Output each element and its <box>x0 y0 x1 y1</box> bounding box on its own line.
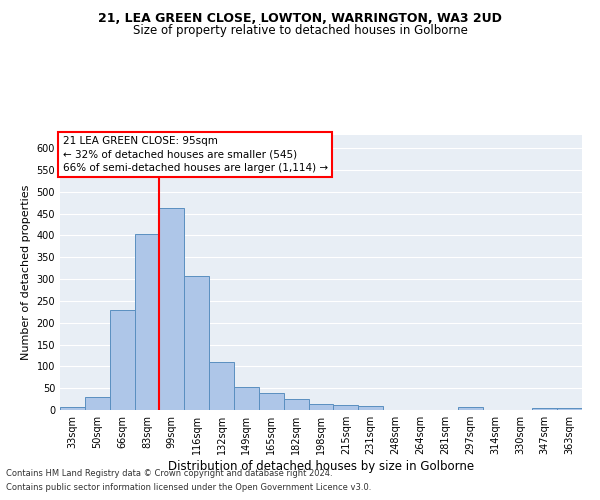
Bar <box>458 408 482 410</box>
Bar <box>209 362 234 410</box>
Text: 21 LEA GREEN CLOSE: 95sqm
← 32% of detached houses are smaller (545)
66% of semi: 21 LEA GREEN CLOSE: 95sqm ← 32% of detac… <box>62 136 328 173</box>
Text: Contains public sector information licensed under the Open Government Licence v3: Contains public sector information licen… <box>6 484 371 492</box>
Text: Size of property relative to detached houses in Golborne: Size of property relative to detached ho… <box>133 24 467 37</box>
Bar <box>334 405 358 410</box>
Bar <box>358 406 383 410</box>
Text: Contains HM Land Registry data © Crown copyright and database right 2024.: Contains HM Land Registry data © Crown c… <box>6 468 332 477</box>
Bar <box>60 408 85 410</box>
Bar <box>110 310 134 410</box>
Bar <box>160 208 184 410</box>
Bar <box>308 404 334 410</box>
Bar <box>134 234 160 410</box>
Bar <box>85 397 110 410</box>
Bar <box>532 408 557 410</box>
Bar <box>259 393 284 410</box>
Text: 21, LEA GREEN CLOSE, LOWTON, WARRINGTON, WA3 2UD: 21, LEA GREEN CLOSE, LOWTON, WARRINGTON,… <box>98 12 502 26</box>
Bar <box>234 387 259 410</box>
Bar <box>284 398 308 410</box>
X-axis label: Distribution of detached houses by size in Golborne: Distribution of detached houses by size … <box>168 460 474 473</box>
Bar <box>557 408 582 410</box>
Y-axis label: Number of detached properties: Number of detached properties <box>21 185 31 360</box>
Bar <box>184 276 209 410</box>
